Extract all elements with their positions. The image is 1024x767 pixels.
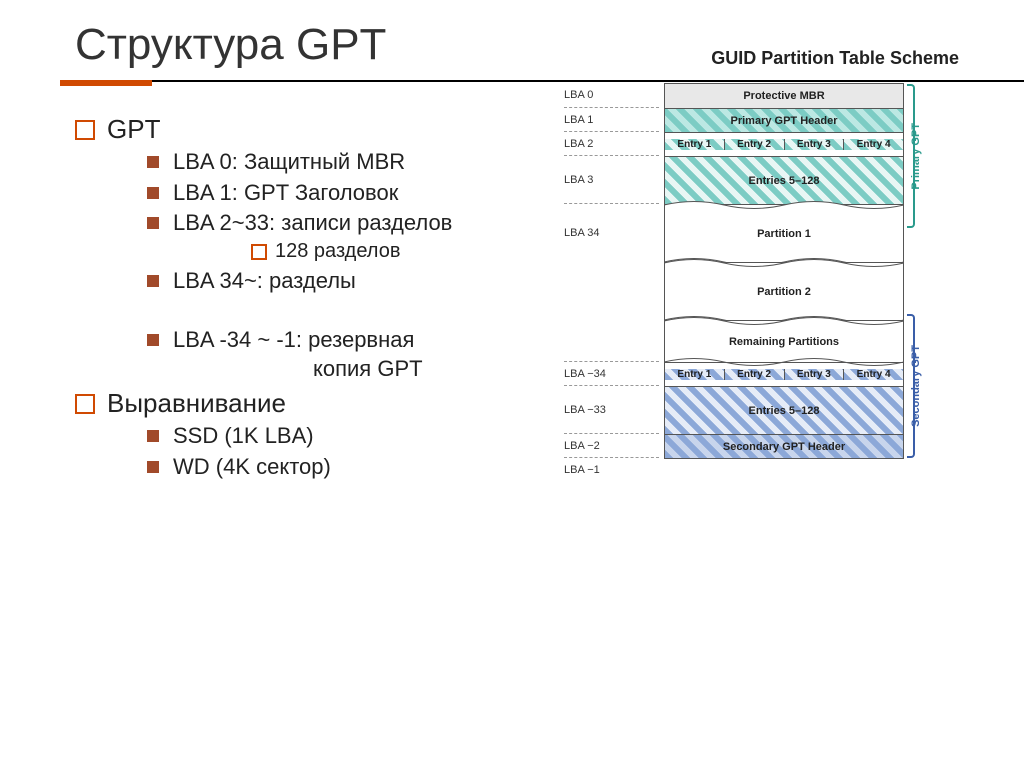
outline-item-l2: LBA 1: GPT Заголовок: [107, 178, 540, 208]
outline-item-l2: LBA 34~: разделы: [107, 266, 540, 296]
content-area: GPTLBA 0: Защитный MBRLBA 1: GPT Заголов…: [75, 106, 964, 486]
entry-cell: Entry 3: [785, 369, 845, 380]
gpt-diagram: LBA 0LBA 1LBA 2LBA 3LBA 34 LBA −34LBA −33…: [564, 83, 964, 459]
diagram-row: Remaining Partitions: [665, 320, 903, 362]
lba-label: LBA −1: [564, 457, 659, 481]
outline-item-l1: ВыравниваниеSSD (1K LBA)WD (4K сектор): [75, 388, 540, 481]
bracket-primary: Primary GPT: [907, 84, 925, 228]
diagram-row: Partition 2: [665, 262, 903, 320]
lba-label: LBA −2: [564, 433, 659, 457]
diagram-pane: GUID Partition Table Scheme LBA 0LBA 1LB…: [540, 106, 964, 486]
bracket-secondary: Secondary GPT: [907, 314, 925, 458]
entry-cell: Entry 1: [665, 369, 725, 380]
entry-cell: Entry 3: [785, 139, 845, 150]
lba-label: LBA −33: [564, 385, 659, 433]
diagram-row: Protective MBR: [665, 84, 903, 108]
outline-item-l2: LBA 0: Защитный MBR: [107, 147, 540, 177]
entry-cell: Entry 4: [844, 139, 903, 150]
lba-label: [564, 319, 659, 361]
lba-label: [564, 261, 659, 319]
slide: Структура GPT GPTLBA 0: Защитный MBRLBA …: [0, 0, 1024, 526]
entry-cell: Entry 2: [725, 139, 785, 150]
lba-label: LBA 3: [564, 155, 659, 203]
entry-cell: Entry 2: [725, 369, 785, 380]
lba-label: LBA 34: [564, 203, 659, 261]
entry-cell: Entry 1: [665, 139, 725, 150]
diagram-row: Primary GPT Header: [665, 108, 903, 132]
lba-label: LBA 2: [564, 131, 659, 155]
outline-list: GPTLBA 0: Защитный MBRLBA 1: GPT Заголов…: [75, 114, 540, 482]
lba-label: LBA 0: [564, 83, 659, 107]
outline-item-l1: GPTLBA 0: Защитный MBRLBA 1: GPT Заголов…: [75, 114, 540, 384]
diagram-row: Partition 1: [665, 204, 903, 262]
outline-item-l2: LBA -34 ~ -1: резервнаякопия GPT: [107, 325, 540, 384]
diagram-row: Secondary GPT Header: [665, 434, 903, 458]
outline-item-l3: 128 разделов: [173, 238, 540, 265]
outline-pane: GPTLBA 0: Защитный MBRLBA 1: GPT Заголов…: [75, 106, 540, 486]
lba-label: LBA −34: [564, 361, 659, 385]
outline-item-l2: WD (4K сектор): [107, 452, 540, 482]
diagram-row: Entry 1Entry 2Entry 3Entry 4: [665, 362, 903, 386]
diagram-row: Entry 1Entry 2Entry 3Entry 4: [665, 132, 903, 156]
diagram-row: Entries 5–128: [665, 156, 903, 204]
outline-item-l2: SSD (1K LBA): [107, 421, 540, 451]
entry-cell: Entry 4: [844, 369, 903, 380]
outline-item-l2: LBA 2~33: записи разделов128 разделов: [107, 208, 540, 265]
scheme-title: GUID Partition Table Scheme: [540, 48, 964, 69]
lba-label: LBA 1: [564, 107, 659, 131]
diagram-row: Entries 5–128: [665, 386, 903, 434]
